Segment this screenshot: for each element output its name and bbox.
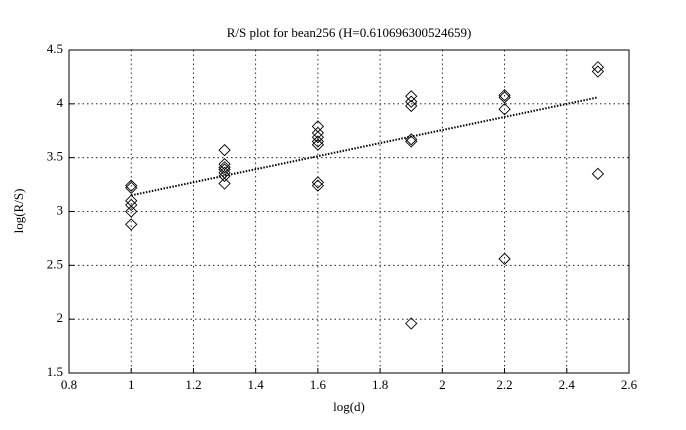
- data-point: [498, 91, 511, 104]
- data-point: [405, 99, 418, 113]
- data-point: [125, 181, 138, 194]
- data-point: [218, 177, 231, 190]
- data-point: [405, 95, 418, 108]
- data-point: [405, 90, 418, 103]
- x-tick-label: 0.8: [61, 377, 77, 392]
- y-tick-label: 4: [57, 95, 64, 110]
- data-point: [218, 161, 231, 174]
- data-point: [125, 179, 138, 192]
- trend-line: [131, 96, 599, 197]
- chart-title: R/S plot for bean256 (H=0.61069630052465…: [227, 25, 472, 40]
- x-tick-label: 2.2: [496, 377, 512, 392]
- y-tick-label: 4.5: [47, 41, 63, 56]
- data-point: [405, 317, 418, 330]
- data-point: [405, 135, 418, 148]
- data-point: [311, 179, 325, 192]
- y-tick-label: 2: [57, 310, 64, 325]
- plot-frame: [68, 49, 630, 374]
- data-point: [591, 167, 605, 180]
- data-point: [498, 252, 511, 266]
- data-point: [498, 89, 511, 102]
- data-point: [591, 61, 605, 74]
- data-point: [591, 65, 605, 78]
- data-point: [498, 103, 511, 116]
- data-point: [125, 218, 138, 231]
- x-axis-label: log(d): [333, 399, 365, 414]
- x-tick-label: 1.8: [372, 377, 388, 392]
- y-tick-label: 2.5: [47, 256, 63, 271]
- y-tick-label: 3: [57, 202, 64, 217]
- x-tick-label: 2: [439, 377, 446, 392]
- data-point: [218, 157, 231, 171]
- x-tick-label: 1.4: [248, 377, 265, 392]
- x-tick-label: 2.4: [559, 377, 576, 392]
- x-tick-label: 2.6: [621, 377, 638, 392]
- data-point: [311, 135, 325, 148]
- data-point: [218, 163, 231, 176]
- data-point: [218, 143, 231, 157]
- data-point: [311, 176, 325, 189]
- y-tick-label: 3.5: [47, 149, 63, 164]
- data-point: [311, 131, 325, 144]
- x-tick-label: 1.6: [310, 377, 327, 392]
- data-point: [125, 194, 138, 207]
- x-tick-label: 1.2: [185, 377, 201, 392]
- data-point: [218, 169, 231, 183]
- data-point: [125, 198, 138, 212]
- x-tick-label: 1: [128, 377, 135, 392]
- y-tick-label: 1.5: [47, 364, 63, 379]
- y-axis-label: log(R/S): [11, 189, 26, 234]
- data-point: [125, 205, 138, 218]
- data-point: [405, 133, 418, 146]
- data-point: [311, 126, 325, 140]
- data-point: [311, 138, 325, 151]
